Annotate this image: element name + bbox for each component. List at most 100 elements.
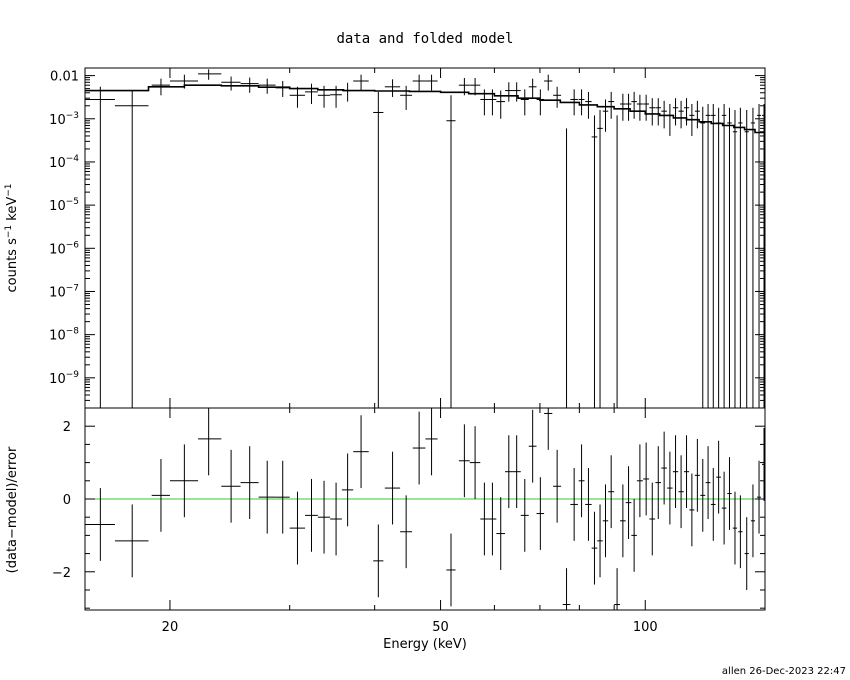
data-point <box>619 93 626 121</box>
residual-point <box>694 438 700 512</box>
top-y-axis-label: counts s−1 keV−1 <box>4 183 20 292</box>
data-point <box>169 74 199 89</box>
data-point <box>602 99 609 132</box>
data-points <box>85 69 765 409</box>
data-point <box>732 109 738 408</box>
data-point <box>384 79 401 97</box>
data-point <box>85 86 115 408</box>
residual-point <box>289 491 306 565</box>
residual-point <box>721 471 727 545</box>
ylabel-mid: keV <box>5 197 20 225</box>
data-point <box>608 91 615 119</box>
residual-point <box>562 568 571 610</box>
top-panel-frame <box>84 67 766 409</box>
data-point <box>716 107 721 408</box>
residual-point <box>643 442 650 516</box>
data-point <box>520 89 529 116</box>
data-point <box>496 90 506 119</box>
data-point <box>562 128 571 409</box>
data-point <box>458 77 470 96</box>
data-point <box>341 82 354 102</box>
top-y-tick-label: 10−7 <box>49 283 79 300</box>
residual-point <box>488 482 497 556</box>
residual-point <box>221 449 241 523</box>
residual-point <box>762 428 765 501</box>
data-point <box>727 107 732 408</box>
residual-point <box>458 424 470 498</box>
data-point <box>221 76 241 91</box>
residual-point <box>727 457 732 530</box>
data-point <box>655 98 662 126</box>
data-point <box>570 89 578 116</box>
residual-point <box>678 455 684 529</box>
x-axis-label: Energy (keV) <box>383 637 467 652</box>
data-point <box>305 83 318 104</box>
residual-point <box>591 511 598 585</box>
residual-point <box>683 435 690 509</box>
data-point <box>683 98 690 126</box>
data-point <box>614 115 620 409</box>
residual-point <box>384 451 401 525</box>
residual-point <box>305 478 318 552</box>
ylabel-main: counts s <box>5 238 20 293</box>
residual-point <box>689 473 695 547</box>
residual-point <box>512 435 521 509</box>
top-y-tick-label: 10−8 <box>49 327 79 344</box>
data-point <box>544 74 553 91</box>
data-point <box>330 85 342 108</box>
data-point <box>643 94 650 121</box>
top-y-tick-label: 10−4 <box>49 154 79 171</box>
residual-point <box>661 431 667 505</box>
residual-point <box>732 491 738 565</box>
residual-point <box>700 458 706 532</box>
data-point <box>689 103 695 136</box>
residual-point <box>655 446 662 520</box>
residual-point <box>614 568 620 610</box>
data-point <box>738 107 743 408</box>
top-y-ticks: 0.01 10−3 10−4 10−5 10−6 10−7 10−8 10−9 <box>49 70 765 409</box>
data-point <box>289 86 306 108</box>
data-point <box>353 74 369 91</box>
data-point <box>536 89 545 116</box>
top-y-tick-label: 10−5 <box>49 197 79 214</box>
residual-point <box>570 468 578 541</box>
bottom-x-ticks: 20 50 100 <box>162 408 658 635</box>
residual-point <box>649 482 656 556</box>
data-point <box>114 90 149 408</box>
model-step-line <box>85 84 765 134</box>
top-y-tick-label: 10−3 <box>49 111 79 128</box>
residual-point <box>750 484 755 558</box>
residual-point <box>710 468 716 541</box>
data-point <box>667 103 673 136</box>
residual-point <box>578 444 585 518</box>
data-point <box>636 94 643 121</box>
residual-point <box>738 495 743 569</box>
residual-point <box>373 524 384 598</box>
residual-point <box>585 468 592 541</box>
residual-point <box>275 460 290 534</box>
residual-point <box>608 455 615 529</box>
chart-title: data and folded model <box>336 31 513 47</box>
residual-point <box>480 482 489 556</box>
data-point <box>198 69 222 80</box>
residual-point <box>353 415 369 489</box>
residual-point <box>667 451 673 525</box>
residual-point <box>412 411 426 485</box>
ylabel-exp-2: −1 <box>4 183 14 196</box>
residual-point <box>425 408 438 476</box>
x-tick-label: 20 <box>162 620 179 635</box>
data-point <box>446 95 456 408</box>
data-point <box>700 106 706 408</box>
data-point <box>750 107 755 408</box>
residual-point <box>705 446 711 520</box>
residual-point <box>619 484 626 558</box>
data-point <box>480 89 489 116</box>
data-point <box>661 100 667 129</box>
ylabel-exp-1: −1 <box>4 225 14 238</box>
data-point <box>710 103 716 408</box>
residual-point <box>505 435 513 509</box>
residual-point <box>528 409 537 483</box>
residual-points <box>85 408 765 610</box>
residual-point <box>317 480 331 554</box>
